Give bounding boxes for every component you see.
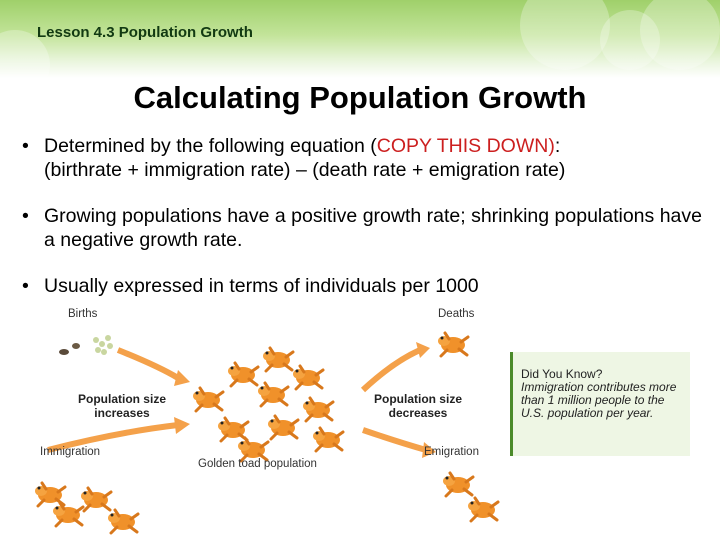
tadpoles-icon	[59, 343, 80, 355]
decreases-label-line2: decreases	[388, 406, 448, 420]
immigration-label: Immigration	[40, 446, 101, 458]
bullet-dot: •	[22, 275, 29, 297]
bullet-per-1000-text: Usually expressed in terms of individual…	[44, 275, 479, 297]
golden-toad-caption: Golden toad population	[198, 458, 317, 470]
emigrating-toads-icon	[441, 471, 500, 523]
header-banner	[0, 0, 720, 78]
equation-line: (birthrate + immigration rate) – (death …	[44, 159, 566, 181]
births-arrow-icon	[116, 347, 190, 386]
increases-label-line1: Population size	[77, 392, 166, 406]
immigrating-toads-icon	[33, 481, 140, 535]
bullet-growth-rate: • Growing populations have a positive gr…	[22, 204, 712, 252]
copy-this-down-highlight: COPY THIS DOWN)	[376, 135, 555, 157]
deaths-arrow-icon	[360, 342, 430, 393]
bullet-equation-colon: :	[554, 135, 561, 157]
callout-heading: Did You Know?	[521, 367, 603, 381]
immigration-arrow-icon	[47, 417, 190, 453]
population-diagram-svg	[33, 331, 500, 535]
increases-label-line2: increases	[94, 406, 150, 420]
bullet-per-1000: • Usually expressed in terms of individu…	[22, 274, 712, 298]
callout-body: Immigration contributes more than 1 mill…	[521, 380, 677, 420]
bullet-growth-rate-text: Growing populations have a positive grow…	[44, 205, 702, 251]
dead-toad-icon	[436, 331, 470, 358]
population-figure: Births Deaths Population size increases …	[28, 300, 508, 540]
increases-label: Population size increases	[72, 392, 172, 420]
slide-title: Calculating Population Growth	[133, 80, 587, 115]
emigration-arrow-icon	[362, 427, 436, 458]
decreases-label: Population size decreases	[368, 392, 468, 420]
bullet-equation: • Determined by the following equation (…	[22, 134, 712, 182]
bullet-dot: •	[22, 205, 29, 227]
bullet-dot: •	[22, 135, 29, 157]
decreases-label-line1: Population size	[373, 392, 462, 406]
emigration-label: Emigration	[424, 446, 479, 458]
golden-toads-cluster	[191, 346, 345, 463]
did-you-know-callout: Did You Know? Immigration contributes mo…	[510, 352, 690, 456]
eggs-icon	[93, 335, 113, 355]
bullet-list: • Determined by the following equation (…	[22, 134, 712, 320]
bullet-equation-text: Determined by the following equation (	[44, 135, 377, 157]
deaths-label: Deaths	[438, 308, 475, 320]
births-label: Births	[68, 308, 98, 320]
lesson-label: Lesson 4.3 Population Growth	[37, 24, 253, 41]
